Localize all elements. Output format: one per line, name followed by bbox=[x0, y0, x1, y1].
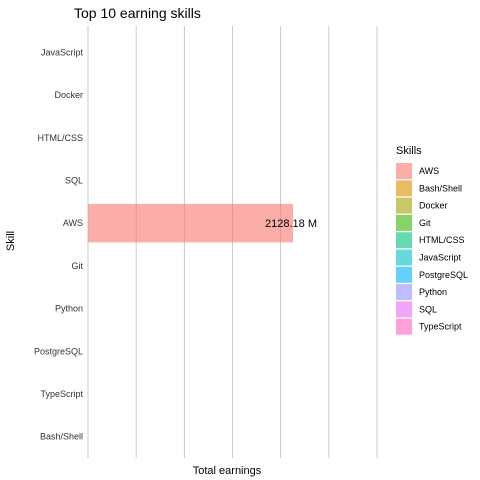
y-tick-label: Docker bbox=[54, 90, 83, 100]
legend-label: PostgreSQL bbox=[419, 270, 468, 280]
data-labels: 2128.18 M bbox=[265, 218, 317, 230]
y-tick-label: SQL bbox=[65, 175, 83, 185]
legend-swatch bbox=[396, 249, 412, 266]
chart-title: Top 10 earning skills bbox=[74, 5, 201, 21]
legend-swatch bbox=[396, 214, 412, 231]
legend-swatch bbox=[396, 180, 412, 197]
legend-swatch bbox=[396, 197, 412, 214]
bar-aws bbox=[88, 203, 293, 243]
y-tick-label: Git bbox=[71, 261, 83, 271]
legend-label: AWS bbox=[419, 166, 439, 176]
y-tick-label: HTML/CSS bbox=[37, 133, 83, 143]
legend-label: SQL bbox=[419, 304, 437, 314]
legend-label: HTML/CSS bbox=[419, 235, 465, 245]
legend-label: JavaScript bbox=[419, 253, 462, 263]
y-tick-label: TypeScript bbox=[40, 389, 83, 399]
legend-swatch bbox=[396, 301, 412, 318]
legend-swatch bbox=[396, 232, 412, 249]
legend-label: Python bbox=[419, 287, 447, 297]
legend-items: AWS Bash/Shell Docker Git HTML/CSS JavaScript… bbox=[396, 163, 468, 335]
legend-label: Docker bbox=[419, 201, 448, 211]
y-tick-label: Python bbox=[55, 304, 83, 314]
legend-swatch bbox=[396, 163, 412, 179]
y-axis-title: Skill bbox=[5, 231, 17, 251]
legend-swatch bbox=[396, 284, 412, 301]
bars bbox=[88, 203, 293, 243]
x-axis-title: Total earnings bbox=[193, 465, 262, 477]
legend-label: Git bbox=[419, 218, 431, 228]
y-tick-label: AWS bbox=[63, 218, 83, 228]
legend: Skills AWS Bash/Shell Docker Git HTML/CSS Jav… bbox=[396, 145, 468, 335]
data-label: 2128.18 M bbox=[265, 218, 317, 230]
legend-label: TypeScript bbox=[419, 322, 462, 332]
y-tick-label: JavaScript bbox=[41, 47, 84, 57]
legend-swatch bbox=[396, 266, 412, 283]
y-tick-label: PostgreSQL bbox=[34, 346, 83, 356]
y-tick-label: Bash/Shell bbox=[40, 432, 83, 442]
legend-title: Skills bbox=[396, 145, 422, 157]
legend-swatch bbox=[396, 318, 412, 335]
y-axis-tick-labels: JavaScript Docker HTML/CSS SQL AWS Git Python P… bbox=[34, 47, 84, 441]
legend-label: Bash/Shell bbox=[419, 183, 462, 193]
